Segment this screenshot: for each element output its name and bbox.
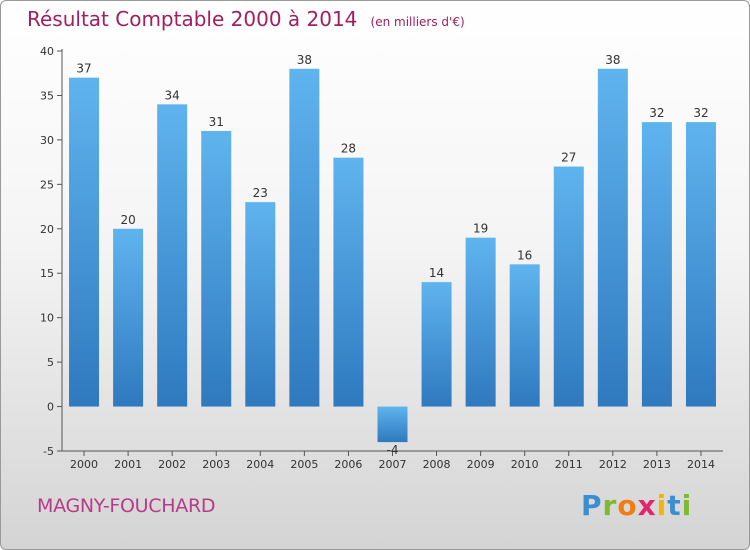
y-tick-label: 5 [47,356,54,369]
value-label-2003: 31 [209,115,224,129]
y-tick-label: 25 [40,178,54,191]
axes: -5 0 5 10 15 20 25 30 35 40 2000 2001 2002 2003 2004 20… [40,45,723,471]
bar-2012 [597,68,628,407]
x-tick-label: 2013 [643,458,671,471]
x-tick-label: 2012 [599,458,627,471]
value-label-2002: 34 [165,88,180,102]
value-label-2008: 14 [429,266,444,280]
value-label-2007: -4 [387,443,399,457]
proxiti-logo-letter: t [667,489,682,522]
x-tick-label: 2005 [290,458,318,471]
bar-2009 [465,237,496,407]
bar-2014 [685,122,716,407]
x-tick-label: 2009 [467,458,495,471]
y-tick-label: 40 [40,45,54,58]
y-tick-label: 35 [40,89,54,102]
bars [69,68,716,443]
x-tick-label: 2010 [511,458,539,471]
value-label-2013: 32 [649,106,664,120]
title-row: Résultat Comptable 2000 à 2014 (en milli… [27,7,465,31]
value-label-2014: 32 [693,106,708,120]
chart-title: Résultat Comptable 2000 à 2014 [27,7,358,31]
x-tick-label: 2003 [202,458,230,471]
x-tick-label: 2002 [158,458,186,471]
value-label-2005: 38 [297,53,312,67]
x-tick-label: 2008 [423,458,451,471]
bar-2007 [377,406,408,443]
bar-2000 [69,77,100,407]
x-tick-label: 2000 [70,458,98,471]
y-tick-label: 0 [47,401,54,414]
chart-subtitle: (en milliers d'€) [370,15,465,29]
x-tick-label: 2006 [334,458,362,471]
bar-2010 [509,264,540,407]
proxiti-logo-letter: r [602,489,618,522]
bar-2011 [553,166,584,407]
value-label-2001: 20 [120,213,135,227]
proxiti-logo-letter: i [681,489,693,522]
bar-2004 [245,202,276,407]
value-label-2006: 28 [341,142,356,156]
bar-2002 [157,104,188,407]
x-tick-label: 2007 [379,458,407,471]
proxiti-logo-letter: x [637,489,657,522]
bar-2005 [289,68,320,407]
x-tick-label: 2011 [555,458,583,471]
proxiti-logo-letter: o [617,489,638,522]
y-tick-label: 15 [40,267,54,280]
bar-2008 [421,282,452,407]
x-tick-label: 2004 [246,458,274,471]
value-label-2012: 38 [605,53,620,67]
y-tick-label: -5 [43,445,54,458]
y-tick-label: 20 [40,223,54,236]
bar-2003 [201,131,232,407]
value-label-2009: 19 [473,222,488,236]
bar-2001 [113,228,144,407]
value-label-2010: 16 [517,248,532,262]
value-label-2000: 37 [76,62,91,76]
value-label-2011: 27 [561,151,576,165]
data-labels: 37 20 34 31 23 38 28 -4 14 19 16 27 38 32 32 [76,53,708,457]
proxiti-logo-letter: P [581,489,603,522]
bar-2013 [641,122,672,407]
value-label-2004: 23 [253,186,268,200]
y-tick-label: 10 [40,312,54,325]
proxiti-logo[interactable]: Proxiti [581,489,692,522]
y-tick-label: 30 [40,134,54,147]
bar-2006 [333,157,364,407]
x-tick-label: 2001 [114,458,142,471]
commune-name: MAGNY-FOUCHARD [37,495,216,517]
x-tick-label: 2014 [687,458,715,471]
proxiti-logo-letter: i [656,489,668,522]
